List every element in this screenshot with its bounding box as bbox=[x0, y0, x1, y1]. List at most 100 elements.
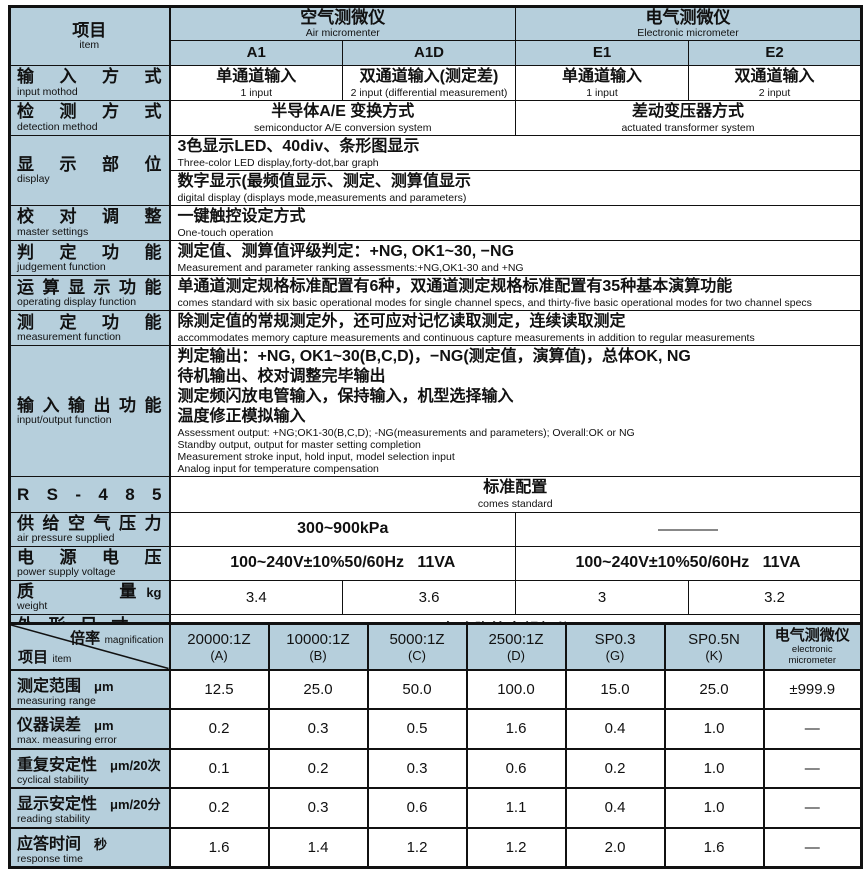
value-cell: 50.0 bbox=[366, 668, 468, 711]
value-cell: 0.3 bbox=[267, 708, 369, 750]
label-io-zh: 输 入 输 出 功 能 bbox=[17, 395, 162, 415]
label-input-method: 输 入 方 式 input mothod bbox=[9, 64, 171, 101]
row-rs485: R S - 4 8 5 标准配置 comes standard bbox=[9, 476, 862, 513]
cell-en: Three-color LED display,forty-dot,bar gr… bbox=[177, 156, 379, 169]
label-en: measuring range bbox=[17, 694, 96, 707]
row-measurement-function: 测 定 功 能 measurement function 除测定值的常规测定外，… bbox=[9, 310, 862, 347]
cell-master: 一键触控设定方式 One-touch operation bbox=[169, 204, 862, 242]
corner-item-en: item bbox=[52, 653, 72, 665]
value-cell: 0.6 bbox=[465, 747, 567, 790]
label-judgement-zh: 判 定 功 能 bbox=[17, 242, 162, 262]
group-air-zh: 空气测微仪 bbox=[300, 8, 386, 27]
model-e2: E2 bbox=[688, 39, 862, 66]
group-elec-zh: 电气测微仪 bbox=[645, 8, 731, 27]
label-display: 显 示 部 位 display bbox=[9, 134, 171, 206]
col-line1: SP0.3 bbox=[594, 630, 636, 648]
cell-en: Measurement and parameter ranking assess… bbox=[177, 262, 524, 275]
io-zh-line: 温度修正模拟输入 bbox=[177, 408, 306, 426]
label-cyclical-stability: 重复安定性 μm/20次 cyclical stability bbox=[8, 747, 171, 790]
cell-en: 2 input bbox=[758, 86, 791, 99]
value-cell: 1.0 bbox=[663, 787, 765, 829]
cell-power-elec: 100~240V±10%50/60Hz 11VA bbox=[515, 545, 862, 581]
cell-measurement: 除测定值的常规测定外，还可应对记忆读取测定，连续读取测定 accommodate… bbox=[169, 310, 862, 347]
cell-zh: 数字显示(最频值显示、测定、测算值显示 bbox=[177, 172, 471, 190]
label-zh: 仪器误差 bbox=[17, 717, 82, 735]
cell-weight-a1: 3.4 bbox=[169, 579, 343, 615]
value-cell: 2.0 bbox=[564, 826, 666, 869]
cell-en: digital display (displays mode,measureme… bbox=[177, 191, 467, 204]
label-measurement-en: measurement function bbox=[17, 331, 121, 344]
perf-col-sp05n: SP0.5N (K) bbox=[663, 622, 765, 671]
label-weight-en: weight bbox=[17, 600, 48, 613]
value-cell: 12.5 bbox=[168, 668, 270, 711]
group-air-en: Air micromenter bbox=[305, 26, 380, 39]
label-reading-stability: 显示安定性 μm/20分 reading stability bbox=[8, 787, 171, 829]
label-operating-en: operating display function bbox=[17, 296, 137, 309]
cell-judgement: 测定值、测算值评级判定：+NG, OK1~30, −NG Measurement… bbox=[169, 240, 862, 277]
row-master-settings: 校 对 调 整 master settings 一键触控设定方式 One-tou… bbox=[9, 204, 862, 242]
row-cyclical-stability: 重复安定性 μm/20次 cyclical stability 0.1 0.2 0… bbox=[8, 747, 863, 790]
label-unit: μm bbox=[94, 718, 114, 734]
label-detection-en: detection method bbox=[17, 120, 98, 133]
col-line2: (G) bbox=[605, 647, 625, 663]
cell-zh: 除测定值的常规测定外，还可应对记忆读取测定，连续读取测定 bbox=[177, 313, 626, 331]
cell-en: comes standard with six basic operationa… bbox=[177, 297, 812, 310]
spec-header-model-row: A1 A1D E1 E2 bbox=[10, 39, 862, 66]
cell-en: 1 input bbox=[240, 86, 273, 99]
group-elec-en: Electronic micrometer bbox=[637, 26, 739, 39]
value-cell: — bbox=[762, 787, 863, 829]
label-rs485-zh: R S - 4 8 5 bbox=[17, 484, 162, 504]
cell-value: 100~240V±10%50/60Hz 11VA bbox=[575, 554, 801, 572]
corner-item-zh: 项目 bbox=[18, 648, 49, 666]
label-weight-unit: kg bbox=[146, 584, 162, 600]
row-input-method: 输 入 方 式 input mothod 单通道输入 1 input 双通道输入… bbox=[9, 64, 862, 101]
spec-table: 项目 item 空气测微仪 Air micromenter 电气测微仪 Elec… bbox=[8, 5, 863, 651]
group-elec-cell: 电气测微仪 Electronic micrometer bbox=[515, 6, 862, 41]
label-operating-zh: 运 算 显 示 功 能 bbox=[17, 277, 162, 297]
cell-io: 判定输出：+NG, OK1~30(B,C,D)，−NG(测定值，演算值)，总体O… bbox=[169, 345, 862, 478]
label-judgement: 判 定 功 能 judgement function bbox=[9, 240, 171, 277]
value-cell: 25.0 bbox=[267, 668, 369, 711]
cell-power-air: 100~240V±10%50/60Hz 11VA bbox=[169, 545, 516, 581]
label-detection: 检 测 方 式 detection method bbox=[9, 99, 171, 136]
value-cell: 0.5 bbox=[366, 708, 468, 750]
row-io-function: 输 入 输 出 功 能 input/output function 判定输出：+… bbox=[9, 345, 862, 478]
cell-detection-elec: 差动变压器方式 actuated transformer system bbox=[515, 99, 862, 136]
cell-zh: 测定值、测算值评级判定：+NG, OK1~30, −NG bbox=[177, 243, 515, 261]
cell-en: 2 input (differential measurement) bbox=[350, 86, 508, 99]
label-measuring-error: 仪器误差 μm max. measuring error bbox=[8, 708, 171, 750]
row-display-1: 显 示 部 位 display 3色显示LED、40div、条形图显示 Thre… bbox=[9, 134, 862, 206]
label-master: 校 对 调 整 master settings bbox=[9, 204, 171, 242]
io-zh-line: 待机输出、校对调整完毕输出 bbox=[177, 368, 386, 386]
col-line2: electronic micrometer bbox=[788, 644, 836, 666]
label-master-en: master settings bbox=[17, 225, 89, 238]
cell-weight-a1d: 3.6 bbox=[342, 579, 516, 615]
group-air-cell: 空气测微仪 Air micromenter bbox=[169, 6, 516, 41]
cell-input-a1d: 双通道输入(测定差) 2 input (differential measure… bbox=[342, 64, 516, 101]
cell-input-e1: 单通道输入 1 input bbox=[515, 64, 689, 101]
value-cell: 1.1 bbox=[465, 787, 567, 829]
io-en-line: Assessment output: +NG;OK1-30(B,C,D); -N… bbox=[177, 427, 635, 440]
col-line2: (K) bbox=[705, 647, 723, 663]
row-display-2: 数字显示(最频值显示、测定、测算值显示 digital display (dis… bbox=[10, 169, 862, 206]
row-reading-stability: 显示安定性 μm/20分 reading stability 0.2 0.3 0.… bbox=[8, 787, 863, 829]
perf-col-5000: 5000:1Z (C) bbox=[366, 622, 468, 671]
cell-zh: 单通道测定规格标准配置有6种，双通道测定规格标准配置有35种基本演算功能 bbox=[177, 278, 733, 296]
row-measuring-error: 仪器误差 μm max. measuring error 0.2 0.3 0.5 … bbox=[8, 708, 863, 750]
cell-value: 300~900kPa bbox=[297, 520, 389, 538]
perf-col-2500: 2500:1Z (D) bbox=[465, 622, 567, 671]
corner-magnification-en: magnification bbox=[104, 635, 164, 646]
cell-en: 1 input bbox=[586, 86, 618, 99]
row-air-pressure: 供 给 空 气 压 力 air pressure supplied 300~90… bbox=[9, 511, 862, 547]
item-header-cell: 项目 item bbox=[9, 6, 171, 66]
label-power-zh: 电 源 电 压 bbox=[17, 547, 162, 567]
value-cell: 0.1 bbox=[168, 747, 270, 790]
col-line1: 10000:1Z bbox=[286, 630, 350, 648]
cell-input-a1: 单通道输入 1 input bbox=[169, 64, 343, 101]
label-judgement-en: judgement function bbox=[17, 261, 106, 274]
corner-header-cell: 倍率 magnification 项目 item bbox=[8, 622, 171, 671]
label-rs485: R S - 4 8 5 bbox=[9, 476, 171, 513]
value-cell: 0.2 bbox=[168, 787, 270, 829]
value-cell: 100.0 bbox=[465, 668, 567, 711]
row-judgement: 判 定 功 能 judgement function 测定值、测算值评级判定：+… bbox=[9, 240, 862, 277]
